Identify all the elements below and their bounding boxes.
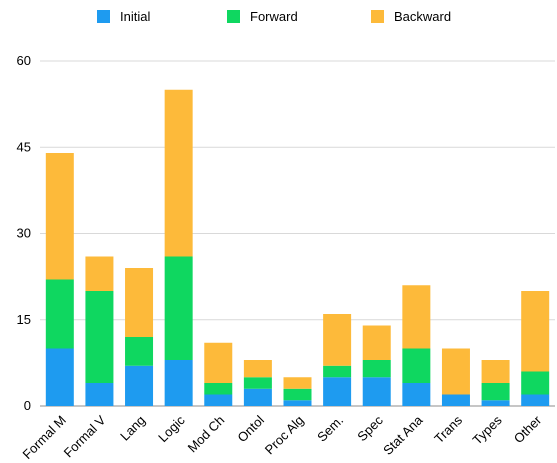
bar-segment-backward	[125, 268, 154, 337]
bars	[45, 89, 550, 406]
bar-segment-backward	[164, 89, 193, 257]
bar-segment-forward	[323, 365, 352, 378]
bar-segment-forward	[402, 348, 431, 383]
bar-segment-initial	[283, 400, 312, 406]
legend-swatch-backward	[371, 10, 384, 23]
x-tick-label: Formal M	[20, 413, 69, 462]
bar-segment-forward	[125, 337, 154, 366]
bar-segment-forward	[521, 371, 550, 395]
x-tick-label: Sem.	[314, 413, 346, 445]
bar-segment-initial	[481, 400, 510, 406]
x-tick-label: Formal V	[61, 412, 109, 460]
bar-segment-initial	[45, 348, 74, 406]
bar-segment-initial	[125, 365, 154, 406]
bar-segment-initial	[164, 360, 193, 406]
x-tick-label: Stat Ana	[380, 412, 426, 458]
legend-swatch-initial	[97, 10, 110, 23]
gridlines	[40, 60, 555, 407]
x-tick-label: Spec	[354, 412, 386, 444]
y-axis-ticks: 0 15 30 45 60	[17, 53, 31, 413]
bar-segment-initial	[441, 394, 470, 406]
bar-segment-initial	[402, 383, 431, 406]
x-tick-label: Other	[511, 412, 545, 446]
bar-segment-backward	[402, 285, 431, 349]
bar-segment-forward	[481, 383, 510, 401]
legend-swatch-forward	[227, 10, 240, 23]
bar-segment-initial	[85, 383, 114, 406]
bar-segment-backward	[85, 256, 114, 291]
bar-segment-backward	[283, 377, 312, 389]
x-tick-label: Ontol	[234, 412, 267, 445]
bar-segment-forward	[85, 291, 114, 383]
bar-segment-forward	[283, 388, 312, 401]
y-tick-label: 0	[24, 398, 31, 413]
bar-segment-initial	[243, 388, 272, 406]
bar-segment-backward	[45, 153, 74, 280]
legend-label: Forward	[250, 9, 298, 24]
bar-segment-backward	[521, 291, 550, 372]
x-tick-label: Trans	[431, 412, 465, 446]
bar-segment-initial	[521, 394, 550, 406]
bar-segment-backward	[323, 314, 352, 366]
legend-label: Initial	[120, 9, 150, 24]
bar-segment-initial	[204, 394, 233, 406]
x-tick-label: Proc Alg	[262, 413, 307, 458]
bar-segment-forward	[164, 256, 193, 360]
bar-segment-forward	[362, 360, 391, 378]
bar-segment-backward	[204, 342, 233, 383]
x-tick-label: Logic	[155, 412, 188, 445]
bar-segment-forward	[204, 383, 233, 395]
legend: Initial Forward Backward	[97, 9, 451, 24]
y-tick-label: 45	[17, 139, 31, 154]
bar-segment-backward	[362, 325, 391, 360]
bar-segment-backward	[441, 348, 470, 395]
bar-segment-backward	[481, 360, 510, 383]
bar-segment-initial	[323, 377, 352, 406]
y-tick-label: 60	[17, 53, 31, 68]
y-tick-label: 15	[17, 312, 31, 327]
x-tick-label: Mod Ch	[185, 413, 228, 456]
bar-segment-forward	[45, 279, 74, 349]
x-tick-label: Types	[470, 412, 505, 447]
legend-label: Backward	[394, 9, 451, 24]
bar-segment-forward	[243, 377, 272, 389]
bar-segment-backward	[243, 360, 272, 378]
bar-segment-initial	[362, 377, 391, 406]
y-tick-label: 30	[17, 226, 31, 241]
x-tick-label: Lang	[117, 413, 148, 444]
